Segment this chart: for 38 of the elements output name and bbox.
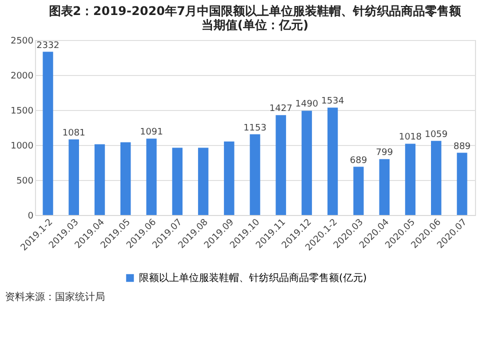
- bar: [276, 115, 286, 215]
- bar: [431, 140, 442, 215]
- bar: [42, 52, 54, 215]
- data-label: 1153: [244, 123, 266, 134]
- bar: [302, 110, 312, 215]
- bar: [379, 159, 390, 215]
- data-label: 1490: [295, 100, 318, 110]
- legend-label: 限额以上单位服装鞋帽、针纺织品商品零售额(亿元): [139, 272, 367, 284]
- data-label: 1427: [269, 104, 292, 114]
- bar: [94, 144, 105, 215]
- data-label: 799: [376, 148, 394, 158]
- bar: [456, 152, 468, 215]
- bar: [146, 138, 157, 215]
- y-tick-label: 500: [16, 176, 34, 186]
- y-tick-label: 0: [28, 212, 34, 222]
- bar: [405, 144, 416, 215]
- y-tick-label: 1000: [10, 142, 34, 152]
- text: 资料来源：国家统计局: [5, 291, 105, 303]
- data-label: 1534: [321, 96, 344, 107]
- data-label: 1018: [398, 132, 422, 143]
- bar: [120, 142, 131, 215]
- data-label: 1081: [62, 128, 86, 138]
- data-label: 2332: [36, 40, 60, 51]
- data-label: 1059: [424, 130, 448, 140]
- data-label: 689: [350, 156, 368, 166]
- bar: [198, 148, 208, 215]
- bar: [68, 139, 79, 215]
- data-label: 1091: [140, 128, 163, 138]
- y-tick-label: 2500: [10, 36, 34, 46]
- y-tick-label: 2000: [10, 72, 34, 82]
- bar: [353, 166, 364, 215]
- bar: [172, 148, 183, 215]
- chart-title: 图表2：2019-2020年7月中国限额以上单位服装鞋帽、针纺织品商品零售额当期值(单位：亿元): [48, 4, 462, 32]
- bar: [327, 108, 338, 215]
- bar: [250, 134, 260, 215]
- bar: [224, 142, 234, 215]
- data-label: 889: [453, 142, 471, 152]
- y-tick-label: 1500: [10, 106, 34, 116]
